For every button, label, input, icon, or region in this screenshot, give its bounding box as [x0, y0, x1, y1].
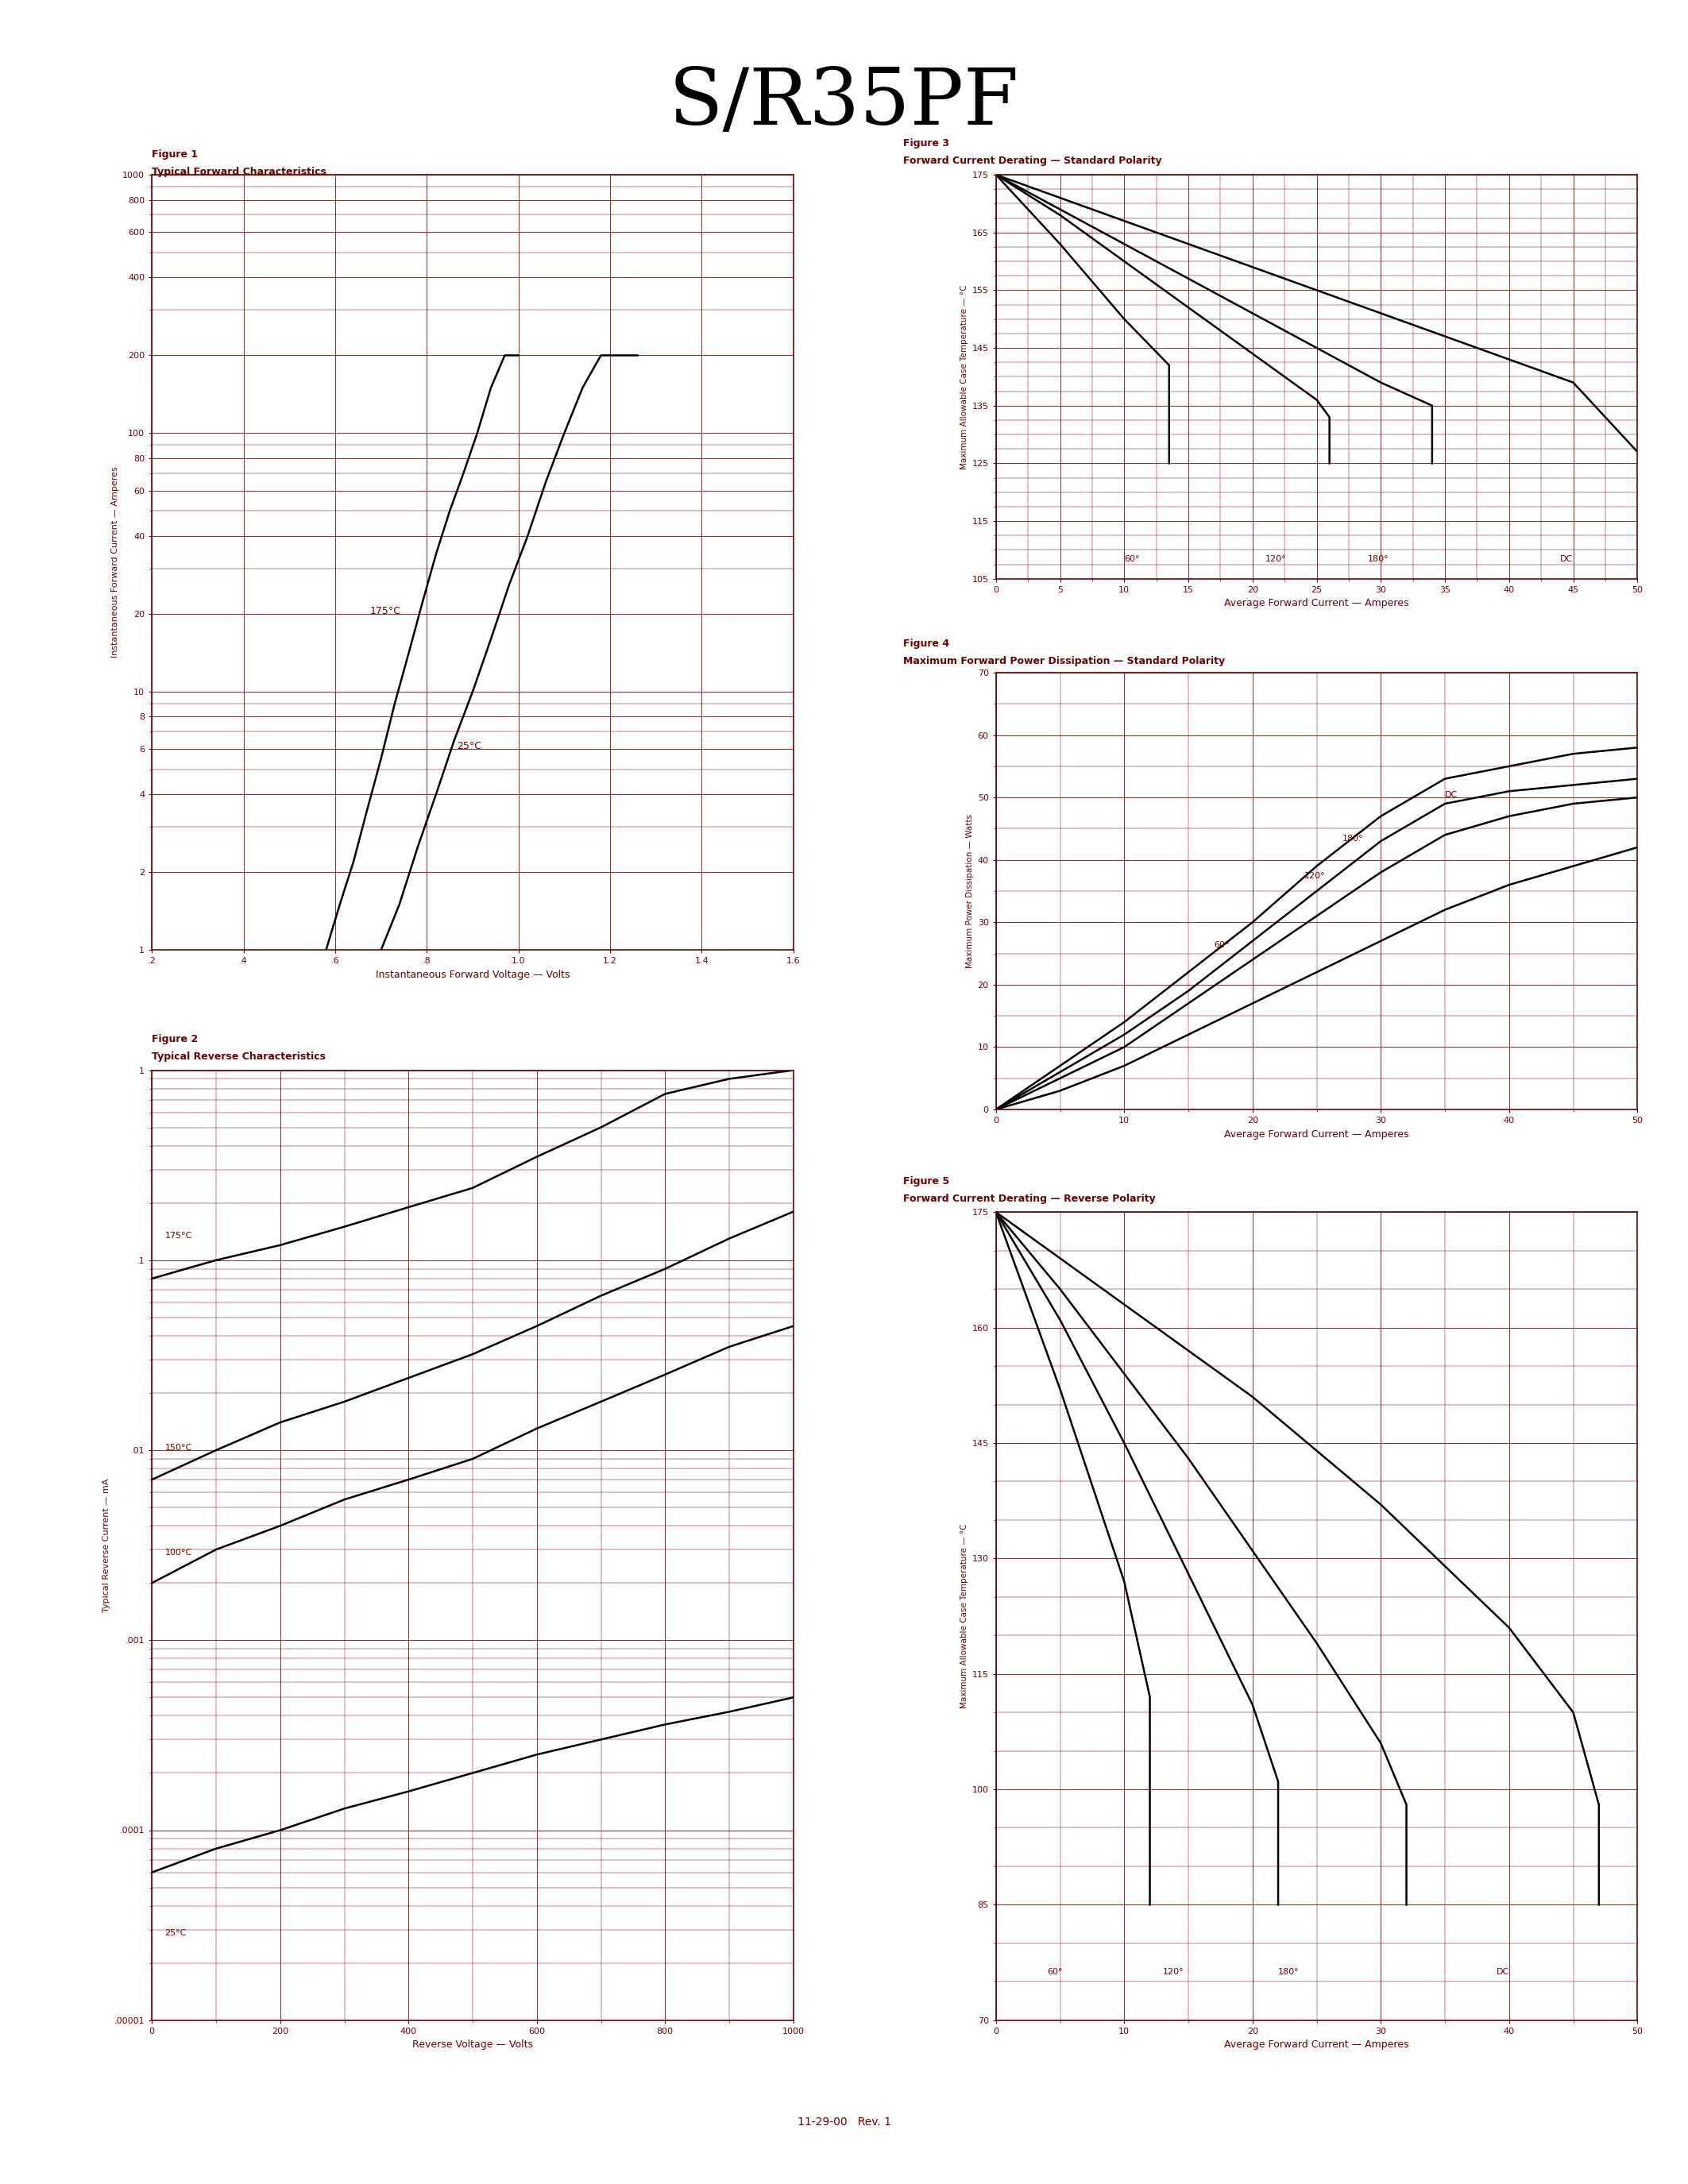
Text: 120°: 120° — [1266, 555, 1286, 563]
Text: 120°: 120° — [1303, 871, 1325, 880]
Text: Typical Reverse Characteristics: Typical Reverse Characteristics — [152, 1051, 326, 1061]
Text: 60°: 60° — [1124, 555, 1139, 563]
X-axis label: Instantaneous Forward Voltage — Volts: Instantaneous Forward Voltage — Volts — [375, 970, 571, 981]
Text: Forward Current Derating — Reverse Polarity: Forward Current Derating — Reverse Polar… — [903, 1192, 1156, 1203]
Text: Forward Current Derating — Standard Polarity: Forward Current Derating — Standard Pola… — [903, 155, 1161, 166]
Text: Figure 2: Figure 2 — [152, 1033, 197, 1044]
Y-axis label: Maximum Allowable Case Temperature — °C: Maximum Allowable Case Temperature — °C — [960, 284, 969, 470]
X-axis label: Average Forward Current — Amperes: Average Forward Current — Amperes — [1224, 2040, 1409, 2051]
Text: 180°: 180° — [1278, 1968, 1300, 1977]
Text: Figure 1: Figure 1 — [152, 149, 197, 159]
Text: 25°C: 25°C — [456, 740, 481, 751]
Text: 11-29-00   Rev. 1: 11-29-00 Rev. 1 — [797, 2116, 891, 2127]
Text: S/R35PF: S/R35PF — [668, 66, 1020, 142]
Text: 175°C: 175°C — [165, 1232, 192, 1241]
Text: 180°: 180° — [1342, 834, 1364, 843]
Text: 100°C: 100°C — [165, 1548, 192, 1557]
Text: DC: DC — [1496, 1968, 1509, 1977]
Y-axis label: Instantaneous Forward Current — Amperes: Instantaneous Forward Current — Amperes — [111, 467, 120, 657]
Text: 60°: 60° — [1214, 941, 1229, 948]
Text: Typical Forward Characteristics: Typical Forward Characteristics — [152, 166, 326, 177]
Text: DC: DC — [1445, 791, 1458, 799]
Y-axis label: Maximum Power Dissipation — Watts: Maximum Power Dissipation — Watts — [966, 815, 974, 968]
Text: 60°: 60° — [1047, 1968, 1063, 1977]
Text: DC: DC — [1560, 555, 1573, 563]
Text: Maximum Forward Power Dissipation — Standard Polarity: Maximum Forward Power Dissipation — Stan… — [903, 655, 1225, 666]
Text: 150°C: 150°C — [165, 1444, 192, 1452]
Y-axis label: Maximum Allowable Case Temperature — °C: Maximum Allowable Case Temperature — °C — [960, 1524, 969, 1708]
X-axis label: Average Forward Current — Amperes: Average Forward Current — Amperes — [1224, 598, 1409, 609]
X-axis label: Average Forward Current — Amperes: Average Forward Current — Amperes — [1224, 1129, 1409, 1140]
X-axis label: Reverse Voltage — Volts: Reverse Voltage — Volts — [412, 2040, 533, 2051]
Text: Figure 5: Figure 5 — [903, 1175, 949, 1186]
Text: 25°C: 25°C — [165, 1928, 186, 1937]
Text: Figure 3: Figure 3 — [903, 138, 949, 149]
Text: 180°: 180° — [1367, 555, 1389, 563]
Y-axis label: Typical Reverse Current — mA: Typical Reverse Current — mA — [103, 1479, 111, 1612]
Text: 120°: 120° — [1163, 1968, 1183, 1977]
Text: 175°C: 175°C — [370, 605, 400, 616]
Text: Figure 4: Figure 4 — [903, 638, 949, 649]
